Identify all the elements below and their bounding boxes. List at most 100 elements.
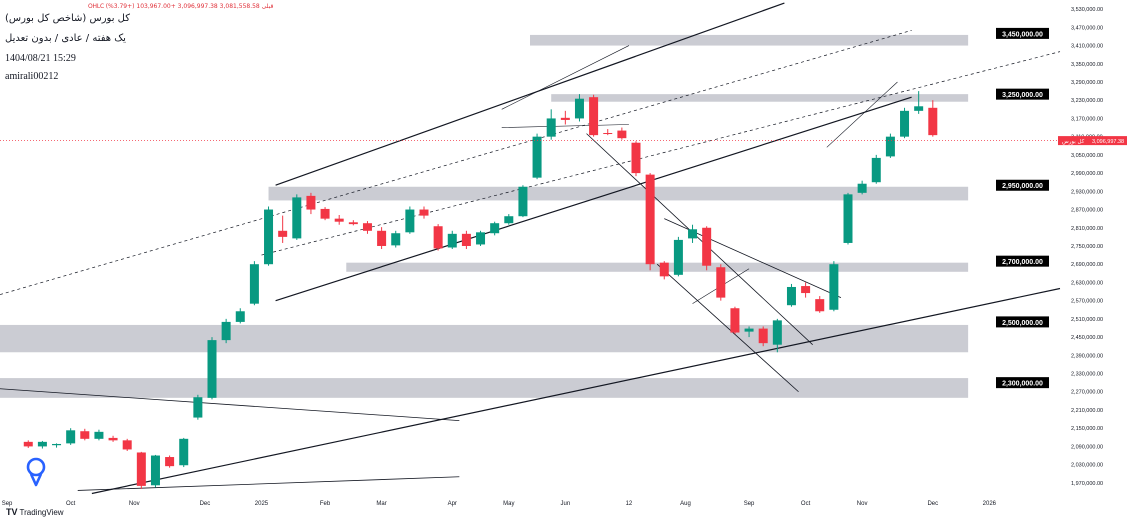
level-label-box [996, 88, 1049, 100]
x-tick-label: Nov [129, 501, 140, 507]
sr-zone [346, 262, 969, 272]
candle-body [37, 441, 47, 447]
x-tick-label: May [503, 501, 514, 507]
sr-zone [0, 324, 969, 353]
level-label-box [996, 377, 1049, 389]
y-tick-label: 2,150,000.00 [1071, 426, 1103, 432]
y-tick-label: 2,030,000.00 [1071, 463, 1103, 469]
trendline [77, 476, 460, 491]
candle-body [504, 216, 514, 224]
x-tick-label: Dec [927, 501, 938, 507]
candle-body [857, 183, 867, 193]
candle-body [560, 117, 570, 120]
candle-body [730, 308, 740, 333]
candle-body [589, 97, 599, 136]
candle-body [433, 226, 443, 249]
y-tick-label: 2,810,000.00 [1071, 226, 1103, 232]
candle-body [843, 194, 853, 243]
candle-body [391, 233, 401, 246]
chart-symbol-title: کل بورس (شاخص کل بورس) [5, 13, 131, 24]
y-tick-label: 2,990,000.00 [1071, 171, 1103, 177]
y-tick-label: 2,270,000.00 [1071, 390, 1103, 396]
candle-body [207, 340, 217, 398]
candle-body [772, 320, 782, 345]
candle-body [235, 311, 245, 322]
candle-body [348, 222, 358, 225]
x-tick-label: Oct [801, 501, 811, 507]
sr-zone [551, 94, 969, 102]
trendline [91, 287, 1061, 495]
candle-body [80, 431, 90, 439]
level-label: 2,500,000.00 [1002, 320, 1043, 327]
x-tick-label: Dec [200, 501, 211, 507]
trendline [656, 263, 799, 393]
x-tick-label: Oct [66, 501, 76, 507]
candle-body [278, 230, 288, 237]
candle-body [165, 457, 175, 467]
trendline [586, 133, 813, 345]
candle-body [108, 437, 118, 441]
y-tick-label: 2,090,000.00 [1071, 444, 1103, 450]
trendline [501, 45, 630, 110]
level-label: 2,300,000.00 [1002, 381, 1043, 388]
level-label: 3,250,000.00 [1002, 92, 1043, 99]
candle-body [193, 397, 203, 418]
x-tick-label: Apr [448, 501, 457, 507]
ohlc-readout: OHLC قبلی 3,081,558.58 3,096,997.38 +103… [88, 3, 274, 10]
tradingview-logo: TV TradingView [6, 507, 64, 517]
candle-body [829, 264, 839, 310]
x-tick-label: Mar [376, 501, 386, 507]
y-tick-label: 3,350,000.00 [1071, 62, 1103, 68]
candle-body [914, 106, 924, 111]
candle-body [885, 136, 895, 157]
candle-body [264, 209, 274, 265]
candle-body [801, 286, 811, 294]
candle-body [52, 443, 62, 446]
chart-datetime: 1404/08/21 15:29 [5, 53, 76, 64]
candle-body [631, 142, 641, 174]
candle-body [334, 218, 344, 222]
candle-body [532, 136, 542, 178]
level-label: 2,950,000.00 [1002, 183, 1043, 190]
y-tick-label: 2,450,000.00 [1071, 335, 1103, 341]
sr-zone [530, 34, 969, 46]
candle-body [66, 430, 76, 444]
x-tick-label: 12 [626, 501, 633, 507]
candle-body [900, 110, 910, 137]
candle-body [362, 223, 372, 231]
x-tick-label: Aug [680, 501, 691, 507]
level-label: 3,450,000.00 [1002, 31, 1043, 38]
trendline [0, 30, 912, 295]
candle-body [617, 130, 627, 139]
y-tick-label: 2,510,000.00 [1071, 317, 1103, 323]
x-tick-label: 2026 [983, 501, 997, 507]
candle-body [758, 328, 768, 344]
candle-body [249, 264, 259, 304]
x-tick-label: Sep [2, 501, 13, 507]
location-pin-icon[interactable] [22, 455, 50, 491]
candle-body [518, 186, 528, 217]
level-label-box [996, 179, 1049, 191]
candle-body [490, 223, 500, 234]
candle-body [702, 227, 712, 266]
candle-body [23, 441, 33, 447]
y-tick-label: 3,290,000.00 [1071, 80, 1103, 86]
y-tick-label: 1,970,000.00 [1071, 481, 1103, 487]
price-tag-box [1058, 136, 1127, 146]
candle-body [292, 197, 302, 239]
x-tick-label: 2025 [255, 501, 269, 507]
candle-body [150, 455, 160, 486]
y-tick-label: 2,690,000.00 [1071, 262, 1103, 268]
candle-body [546, 118, 556, 137]
y-tick-label: 3,050,000.00 [1071, 153, 1103, 159]
candle-body [419, 209, 429, 216]
y-tick-label: 3,530,000.00 [1071, 7, 1103, 13]
candle-body [461, 233, 471, 246]
candle-body [688, 229, 698, 239]
candle-body [928, 107, 938, 136]
candle-body [447, 233, 457, 248]
level-label-box [996, 255, 1049, 267]
trendline [501, 124, 629, 128]
chart-author: amirali00212 [5, 71, 59, 82]
